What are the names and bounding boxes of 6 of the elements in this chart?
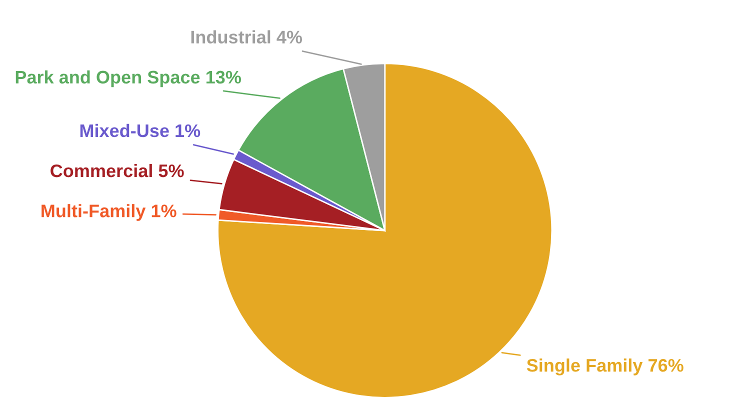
slice-label: Industrial 4% — [191, 30, 302, 44]
slice-label: Single Family 76% — [526, 358, 684, 376]
slice-label: Multi-Family 1% — [42, 204, 176, 221]
slice-label: Mixed-Use 1% — [80, 124, 200, 138]
slice-label: Park and Open Space 13% — [16, 70, 242, 88]
slice-label: Commercial 5% — [50, 164, 184, 178]
